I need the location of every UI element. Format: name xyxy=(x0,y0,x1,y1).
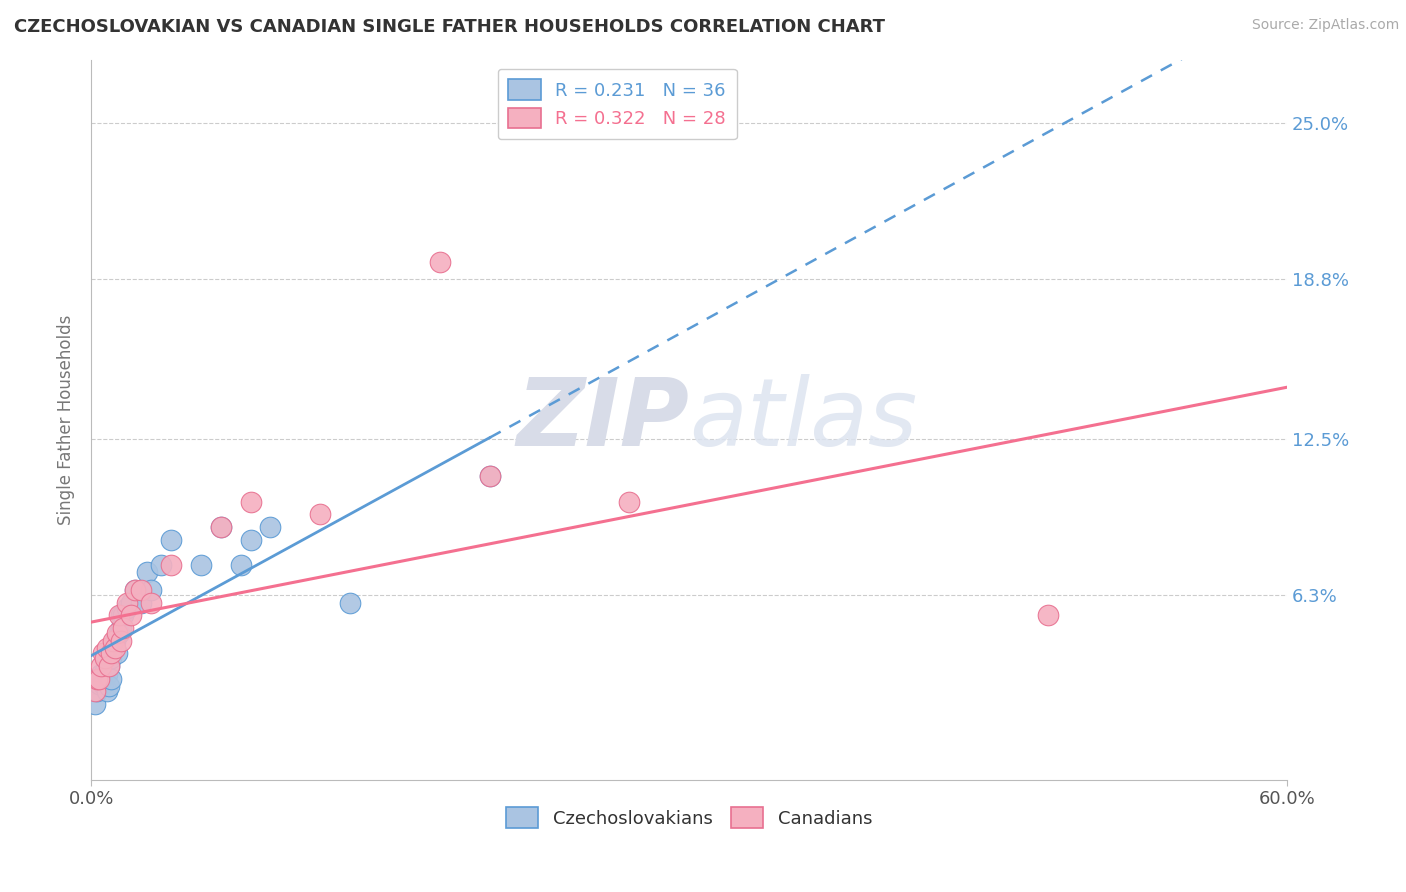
Point xyxy=(129,583,152,598)
Point xyxy=(110,633,132,648)
Point xyxy=(139,596,162,610)
Point xyxy=(259,520,281,534)
Point xyxy=(94,664,117,678)
Point xyxy=(129,596,152,610)
Point xyxy=(100,672,122,686)
Point xyxy=(115,600,138,615)
Point xyxy=(96,641,118,656)
Point xyxy=(100,646,122,660)
Point xyxy=(105,646,128,660)
Point xyxy=(124,583,146,598)
Point xyxy=(124,583,146,598)
Point xyxy=(86,684,108,698)
Point xyxy=(478,469,501,483)
Point xyxy=(209,520,232,534)
Point xyxy=(1036,608,1059,623)
Point xyxy=(120,608,142,623)
Point xyxy=(96,666,118,681)
Point xyxy=(90,659,112,673)
Point xyxy=(86,672,108,686)
Text: ZIP: ZIP xyxy=(516,374,689,466)
Point xyxy=(101,633,124,648)
Point xyxy=(239,533,262,547)
Point xyxy=(110,621,132,635)
Point xyxy=(339,596,361,610)
Point xyxy=(115,596,138,610)
Point xyxy=(160,533,183,547)
Point xyxy=(108,608,131,623)
Point xyxy=(136,566,159,580)
Point xyxy=(112,608,135,623)
Point xyxy=(160,558,183,572)
Point xyxy=(108,626,131,640)
Point xyxy=(105,626,128,640)
Point xyxy=(98,659,121,673)
Point xyxy=(120,596,142,610)
Point xyxy=(190,558,212,572)
Text: CZECHOSLOVAKIAN VS CANADIAN SINGLE FATHER HOUSEHOLDS CORRELATION CHART: CZECHOSLOVAKIAN VS CANADIAN SINGLE FATHE… xyxy=(14,18,884,36)
Point xyxy=(84,684,107,698)
Point xyxy=(100,651,122,665)
Point xyxy=(617,494,640,508)
Point xyxy=(104,633,127,648)
Point xyxy=(90,672,112,686)
Text: Source: ZipAtlas.com: Source: ZipAtlas.com xyxy=(1251,18,1399,32)
Point xyxy=(98,679,121,693)
Point xyxy=(209,520,232,534)
Point xyxy=(91,676,114,690)
Point xyxy=(112,621,135,635)
Point xyxy=(229,558,252,572)
Legend: Czechoslovakians, Canadians: Czechoslovakians, Canadians xyxy=(499,800,879,836)
Point xyxy=(94,651,117,665)
Point xyxy=(104,641,127,656)
Point xyxy=(90,666,112,681)
Y-axis label: Single Father Households: Single Father Households xyxy=(58,314,75,524)
Text: atlas: atlas xyxy=(689,374,917,465)
Point xyxy=(94,651,117,665)
Point xyxy=(429,254,451,268)
Point xyxy=(87,676,110,690)
Point xyxy=(239,494,262,508)
Point xyxy=(149,558,172,572)
Point xyxy=(96,684,118,698)
Point xyxy=(98,659,121,673)
Point xyxy=(84,697,107,711)
Point xyxy=(478,469,501,483)
Point xyxy=(91,646,114,660)
Point xyxy=(87,672,110,686)
Point xyxy=(101,641,124,656)
Point xyxy=(309,508,332,522)
Point xyxy=(139,583,162,598)
Point xyxy=(110,608,132,623)
